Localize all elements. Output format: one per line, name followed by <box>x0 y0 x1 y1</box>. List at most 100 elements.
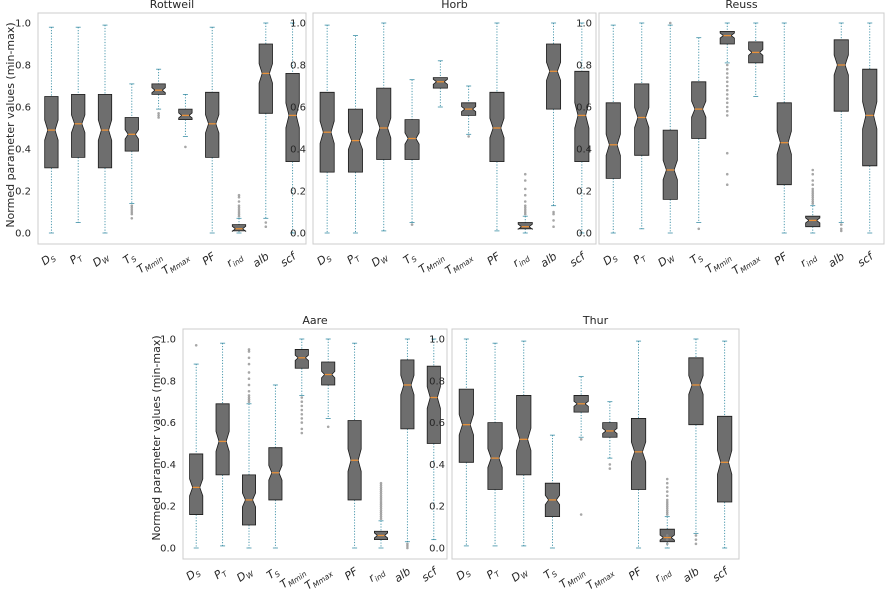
x-tick-label: TMmin <box>557 565 588 593</box>
y-tick-label: 0.0 <box>429 544 445 555</box>
outlier-point <box>725 172 729 176</box>
x-tick-label: alb <box>250 250 271 270</box>
box-1 <box>458 338 474 547</box>
outlier-point <box>379 500 383 504</box>
outlier-point <box>247 371 251 374</box>
outlier-point <box>811 189 815 193</box>
x-tick-label: PT <box>67 249 86 268</box>
outlier-point <box>725 105 729 109</box>
box-body <box>458 388 474 463</box>
x-tick-label: DW <box>509 564 531 585</box>
box-body <box>71 94 86 158</box>
outlier-point <box>379 509 383 512</box>
y-axis-label-bottom: Normed parameter values (min-max) <box>150 335 163 540</box>
y-axis-label-top: Normed parameter values (min-max) <box>4 22 17 227</box>
outlier-point <box>811 202 815 205</box>
outlier-point <box>725 63 729 67</box>
outlier-point <box>379 484 383 487</box>
outlier-point <box>247 362 251 366</box>
panel-title: Reuss <box>725 0 758 11</box>
outlier-point <box>237 208 241 212</box>
outlier-point <box>264 221 268 224</box>
box-10 <box>426 338 441 541</box>
y-tick-label: 1.0 <box>160 335 176 346</box>
outlier-point <box>379 490 383 493</box>
x-tick-label: DW <box>90 249 112 270</box>
y-tick-label: 0.6 <box>15 103 31 114</box>
y-tick-label: 0.8 <box>429 376 445 387</box>
x-tick-label: rind <box>224 250 246 271</box>
box-5 <box>151 68 166 119</box>
x-tick-label: rind <box>366 565 388 586</box>
outlier-point <box>157 116 160 119</box>
box-body <box>178 108 193 120</box>
x-tick-label: scf <box>419 564 441 585</box>
box-10 <box>862 22 878 234</box>
outlier-point <box>811 168 815 172</box>
box-body <box>662 129 678 200</box>
x-tick-label: rind <box>798 250 820 271</box>
outlier-point <box>247 348 251 351</box>
box-body <box>189 453 204 515</box>
box-body <box>44 96 59 169</box>
outlier-point <box>237 196 241 199</box>
box-body <box>487 422 503 490</box>
outlier-point <box>237 212 241 216</box>
box-body <box>321 361 336 386</box>
outlier-point <box>130 212 134 216</box>
box-body <box>719 31 735 45</box>
outlier-point <box>379 492 383 495</box>
outlier-point <box>665 481 669 485</box>
box-3 <box>516 340 532 547</box>
outlier-point <box>130 217 134 220</box>
box-body <box>862 68 878 167</box>
outlier-point <box>300 417 304 420</box>
outlier-point <box>552 212 555 216</box>
outlier-point <box>300 412 304 416</box>
box-7 <box>347 342 362 549</box>
outlier-point <box>157 114 160 117</box>
box-body <box>231 224 247 233</box>
outlier-point <box>379 506 383 510</box>
box-2 <box>71 26 86 223</box>
outlier-point <box>725 101 729 105</box>
box-body <box>205 91 220 158</box>
plot-frame <box>37 12 307 245</box>
outlier-point <box>665 538 669 541</box>
outlier-point <box>379 515 383 518</box>
box-body <box>376 87 392 160</box>
box-body <box>574 70 590 162</box>
y-tick-label: 0.8 <box>576 61 592 72</box>
outlier-point <box>237 204 241 207</box>
box-body <box>516 395 532 476</box>
x-tick-label: TMmin <box>134 250 165 278</box>
box-body <box>634 83 650 156</box>
box-1 <box>189 343 204 549</box>
outlier-point <box>247 389 251 393</box>
y-tick-label: 1.0 <box>429 335 445 346</box>
panel-title: Horb <box>441 0 468 11</box>
box-8 <box>659 477 675 549</box>
box-body <box>602 422 618 438</box>
outlier-point <box>839 223 843 226</box>
box-body <box>215 403 230 476</box>
y-tick-label: 0.0 <box>290 229 306 240</box>
box-body <box>97 94 113 169</box>
x-tick-label: PF <box>485 249 504 267</box>
outlier-point <box>665 477 669 481</box>
outlier-point <box>130 206 134 210</box>
outlier-point <box>725 80 729 84</box>
box-body <box>691 81 707 139</box>
plot-frame <box>312 12 597 245</box>
outlier-point <box>300 400 304 404</box>
outlier-point <box>811 183 815 186</box>
outlier-point <box>811 172 815 176</box>
box-body <box>489 91 505 162</box>
outlier-point <box>694 538 698 541</box>
outlier-point <box>839 229 843 233</box>
outlier-point <box>523 193 527 197</box>
x-tick-label: scf <box>855 249 877 270</box>
x-tick-label: TMmax <box>584 564 617 593</box>
